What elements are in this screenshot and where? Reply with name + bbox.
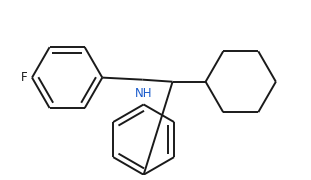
Text: F: F bbox=[21, 71, 28, 84]
Text: NH: NH bbox=[135, 87, 152, 100]
